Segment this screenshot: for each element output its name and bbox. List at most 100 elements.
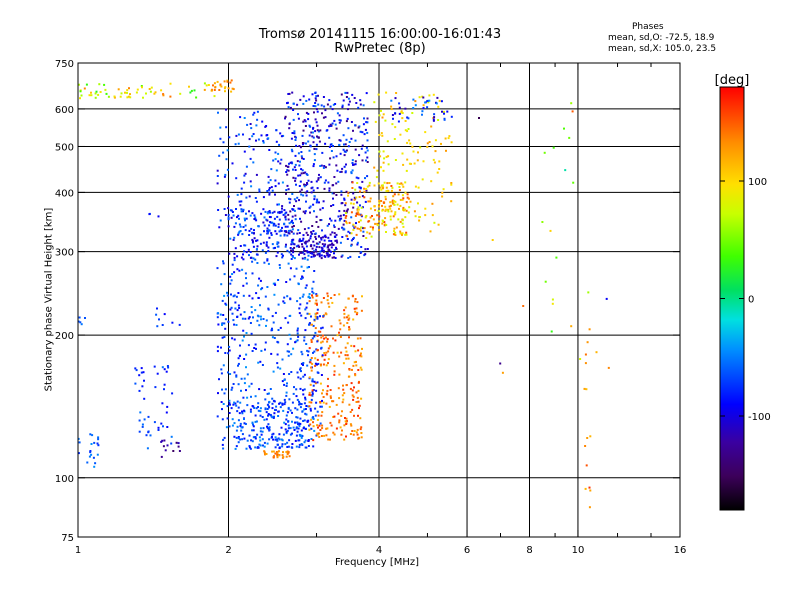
- echo-point: [393, 227, 396, 230]
- echo-point: [412, 107, 415, 109]
- echo-point: [369, 225, 372, 228]
- echo-point: [259, 279, 262, 282]
- echo-point: [305, 111, 308, 114]
- echo-point: [226, 294, 229, 297]
- echo-point: [313, 250, 315, 253]
- echo-point: [579, 358, 582, 360]
- echo-point: [401, 233, 403, 236]
- echo-point: [339, 241, 342, 244]
- echo-point: [246, 123, 249, 126]
- echo-point: [404, 129, 407, 132]
- echo-point: [260, 134, 263, 137]
- echo-point: [335, 248, 338, 250]
- echo-point: [351, 368, 353, 371]
- echo-point: [364, 253, 367, 256]
- echo-point: [239, 313, 242, 316]
- echo-point: [295, 416, 298, 419]
- echo-point: [345, 120, 348, 123]
- echo-point: [265, 324, 267, 327]
- echo-point: [360, 368, 363, 371]
- echo-point: [430, 180, 433, 183]
- echo-point: [306, 266, 309, 269]
- echo-point: [298, 307, 301, 310]
- echo-point: [365, 121, 368, 124]
- echo-point: [314, 362, 317, 365]
- echo-point: [418, 216, 421, 218]
- echo-point: [413, 162, 416, 165]
- echo-point: [436, 96, 439, 99]
- echo-point: [77, 320, 80, 323]
- echo-point: [332, 192, 335, 195]
- echo-point: [224, 302, 227, 305]
- echo-point: [303, 253, 306, 256]
- echo-point: [428, 94, 431, 97]
- echo-point: [311, 93, 314, 96]
- echo-point: [421, 178, 424, 181]
- echo-point: [320, 435, 323, 437]
- echo-point: [163, 313, 166, 316]
- echo-point: [298, 400, 300, 403]
- echo-point: [246, 373, 249, 376]
- echo-point: [229, 275, 232, 278]
- echo-point: [310, 341, 313, 343]
- echo-point: [282, 409, 285, 412]
- echo-point: [234, 222, 237, 225]
- x-tick-label: 6: [464, 545, 470, 556]
- echo-point: [320, 327, 323, 330]
- echo-point: [368, 181, 371, 184]
- echo-point: [177, 445, 180, 448]
- echo-point: [248, 210, 250, 213]
- echo-point: [329, 243, 332, 246]
- echo-point: [268, 400, 271, 403]
- echo-point: [302, 427, 305, 430]
- echo-point: [314, 130, 317, 133]
- echo-point: [302, 120, 305, 123]
- echo-point: [377, 182, 380, 185]
- echo-point: [327, 362, 329, 365]
- echo-point: [381, 219, 384, 222]
- echo-point: [551, 298, 554, 301]
- echo-point: [242, 396, 245, 399]
- echo-point: [276, 353, 279, 356]
- echo-point: [277, 329, 280, 331]
- echo-point: [240, 256, 243, 259]
- echo-point: [390, 99, 393, 102]
- echo-point: [274, 246, 276, 249]
- echo-point: [230, 407, 233, 410]
- echo-point: [333, 364, 336, 367]
- echo-point: [419, 146, 422, 149]
- echo-point: [216, 169, 219, 172]
- echo-point: [315, 121, 318, 124]
- echo-point: [147, 430, 150, 433]
- echo-point: [203, 82, 206, 85]
- echo-point: [274, 230, 277, 233]
- echo-point: [256, 446, 259, 449]
- echo-point: [339, 328, 342, 331]
- echo-point: [276, 454, 279, 457]
- echo-point: [286, 453, 289, 455]
- echo-point: [422, 160, 425, 163]
- echo-point: [318, 173, 320, 176]
- echo-point: [235, 295, 238, 298]
- echo-point: [166, 405, 169, 408]
- echo-point: [360, 397, 363, 400]
- echo-point: [241, 268, 244, 271]
- echo-point: [307, 350, 310, 353]
- echo-point: [224, 86, 227, 89]
- echo-point: [385, 231, 387, 233]
- echo-point: [253, 229, 255, 232]
- echo-point: [399, 220, 402, 223]
- echo-point: [589, 489, 592, 492]
- echo-point: [141, 86, 143, 89]
- echo-point: [241, 433, 244, 436]
- echo-point: [350, 232, 353, 235]
- echo-point: [222, 447, 225, 450]
- echo-point: [341, 401, 344, 404]
- echo-point: [345, 417, 348, 420]
- echo-point: [308, 393, 311, 396]
- echo-point: [242, 329, 245, 332]
- echo-point: [244, 172, 247, 175]
- echo-point: [413, 210, 416, 213]
- echo-point: [160, 422, 163, 425]
